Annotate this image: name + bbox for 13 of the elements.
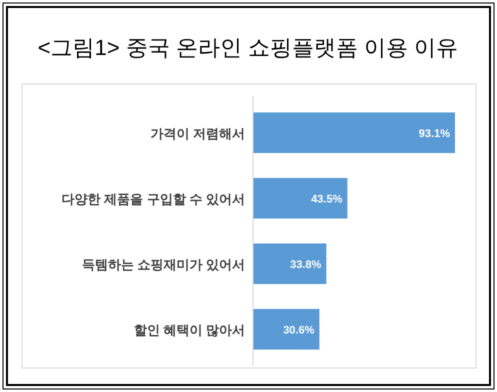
- bar: [253, 112, 455, 154]
- bar: [253, 308, 320, 350]
- y-tick-label: 가격이 저렴해서: [150, 126, 245, 141]
- bar: [253, 178, 348, 219]
- data-label: 30.6%: [283, 324, 315, 336]
- data-label: 43.5%: [311, 193, 343, 206]
- data-label: 33.8%: [290, 258, 322, 271]
- bar: [253, 243, 326, 284]
- data-label: 93.1%: [418, 128, 450, 140]
- y-tick-label: 할인 혜택이 많아서: [134, 322, 245, 338]
- chart-title: <그림1> 중국 온라인 쇼핑플랫폼 이용 이유: [38, 35, 458, 60]
- y-tick-label: 다양한 제품을 구입할 수 있어서: [62, 191, 245, 206]
- y-tick-label: 득템하는 쇼핑재미가 있어서: [82, 256, 245, 272]
